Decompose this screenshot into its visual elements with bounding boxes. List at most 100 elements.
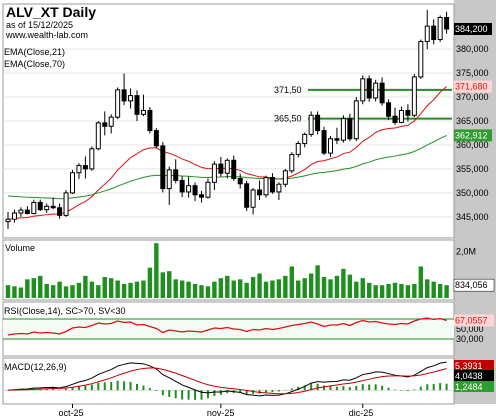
candle-body — [89, 148, 95, 170]
rsi-panel — [3, 317, 454, 340]
volume-bar — [141, 280, 146, 298]
ema70-badge: 362,912 — [455, 130, 488, 140]
candle — [63, 190, 69, 217]
macd-hist-bar — [58, 389, 61, 391]
candle — [108, 114, 114, 134]
level-label: 365,50 — [274, 114, 302, 124]
candle-body — [315, 114, 321, 132]
candle-body — [353, 100, 359, 140]
price-tick-label: 380,000 — [456, 44, 489, 54]
candle-body — [153, 130, 159, 147]
candle — [276, 182, 282, 201]
volume-bar — [308, 273, 314, 298]
macd-hist-bar — [355, 385, 358, 391]
candle-body — [57, 207, 63, 216]
volume-bar — [437, 284, 443, 298]
macd-hist-bar — [7, 390, 9, 391]
price-tick-label: 375,000 — [456, 68, 489, 78]
candle-body — [44, 205, 50, 211]
volume-bar — [379, 285, 385, 298]
volume-bar — [321, 277, 327, 298]
candle — [134, 90, 140, 121]
date-tick-label: dic-25 — [349, 408, 374, 418]
candle — [50, 197, 56, 210]
volume-bar — [367, 282, 372, 298]
macd-hist-bar — [168, 390, 171, 397]
candle — [353, 97, 359, 142]
price-tick-label: 355,000 — [456, 164, 489, 174]
candle-body — [95, 122, 101, 150]
volume-bar — [386, 284, 391, 298]
macd-hist-bar — [419, 386, 422, 391]
candle-body — [250, 189, 256, 208]
macd-hist-bar — [174, 390, 177, 399]
macd-hist-bar — [381, 385, 384, 391]
candle-body — [244, 183, 250, 208]
candle-body — [334, 138, 340, 141]
candle-body — [444, 17, 450, 30]
volume-bar — [225, 275, 230, 298]
rsi-tick-label: 50,000 — [456, 324, 484, 334]
volume-bar — [83, 275, 88, 298]
candle-body — [405, 109, 411, 116]
ema70-legend: EMA(Close,70) — [4, 59, 65, 69]
candlesticks — [5, 9, 450, 229]
candle-body — [115, 89, 121, 118]
macd-hist-bar — [284, 390, 287, 391]
candle-body — [295, 143, 301, 156]
candle — [398, 106, 404, 124]
volume-bar — [444, 285, 449, 298]
volume-bar — [405, 285, 411, 298]
candle — [237, 173, 243, 189]
candle-body — [102, 122, 108, 127]
macd-last-badge: 1,2484 — [455, 382, 483, 392]
macd-panel — [3, 361, 454, 400]
macd-hist-bar — [155, 390, 158, 391]
volume-bar — [18, 287, 24, 298]
volume-bar — [302, 278, 307, 298]
macd-line — [7, 361, 447, 397]
candle-body — [211, 163, 217, 183]
macd-hist-bar — [374, 384, 377, 391]
candle-body — [50, 205, 56, 209]
candle-body — [166, 169, 172, 190]
candle — [192, 182, 198, 202]
candle-body — [257, 189, 263, 196]
candle — [44, 203, 50, 213]
last-value-badges: 384,200 371,680 362,912 834,056 67,0557 5,393… — [453, 23, 495, 392]
candle-body — [431, 25, 437, 41]
value-axes: 345,000 350,000 355,000 360,000 365,000 370,0… — [456, 44, 489, 344]
candle — [205, 178, 211, 199]
macd-hist-bar — [265, 390, 267, 393]
macd-hist-bar — [65, 388, 68, 391]
candle-body — [18, 209, 24, 214]
volume-bar — [425, 279, 430, 298]
candle — [418, 39, 424, 79]
candle — [334, 127, 340, 144]
volume-bar — [173, 279, 178, 298]
candle-body — [192, 185, 198, 196]
macd-hist-bar — [90, 384, 93, 391]
candle-body — [140, 109, 146, 115]
macd-hist-bar — [303, 385, 306, 391]
candle — [128, 88, 134, 109]
candle — [11, 209, 17, 223]
candle-body — [392, 115, 398, 123]
candle — [269, 173, 275, 194]
candle — [82, 156, 88, 179]
rsi-label: RSI(Close,14), SC>70, SV<30 — [4, 306, 126, 316]
candle-body — [424, 25, 430, 42]
macd-hist-bar — [206, 390, 209, 399]
volume-bars — [5, 243, 449, 298]
volume-bar — [373, 285, 378, 298]
candle — [95, 121, 101, 151]
candle-body — [347, 118, 353, 140]
candle-body — [386, 102, 392, 117]
candle-body — [70, 172, 75, 194]
volume-bar — [412, 284, 417, 298]
candle — [24, 206, 30, 215]
macd-signal-line — [7, 367, 447, 395]
macd-hist-bar — [161, 390, 164, 396]
candle — [160, 142, 166, 193]
